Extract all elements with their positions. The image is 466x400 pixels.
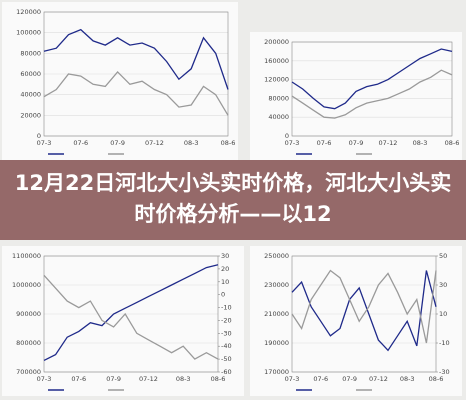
chart-panel: 700000 800000 900000 1000000 1100000 -60 -50 -4… xyxy=(2,246,244,396)
series-line xyxy=(291,69,453,119)
y-tick-label: 120000 xyxy=(264,76,289,84)
y2-tick-label: 50 xyxy=(439,252,447,260)
y-tick-label: 100000 xyxy=(16,29,41,37)
x-tick-label: 07-12 xyxy=(145,139,164,147)
y2-tick-label: 20 xyxy=(221,265,229,273)
y-tick-label: 200000 xyxy=(264,38,289,46)
x-tick-label: 07-12 xyxy=(139,375,158,383)
y2-tick-label: 10 xyxy=(221,278,229,286)
y-tick-label: 800000 xyxy=(16,339,41,347)
chart-panel: 0 20000 40000 60000 80000 100000 120000 07-3 07-… xyxy=(2,2,238,160)
y2-tick-label: -60 xyxy=(221,368,232,376)
y2-tick-label: -30 xyxy=(221,329,232,337)
y-tick-label: 0 xyxy=(285,132,289,140)
series-line xyxy=(291,48,453,110)
chart-panel: 0 40000 80000 120000 160000 200000 07-3 07-6 07-… xyxy=(250,32,462,160)
series-line xyxy=(291,270,437,352)
x-tick-label: 07-3 xyxy=(285,375,300,383)
x-tick-label: 07-9 xyxy=(342,375,357,383)
y2-tick-label: 10 xyxy=(439,310,447,318)
x-tick-label: 07-12 xyxy=(369,375,388,383)
y-tick-label: 170000 xyxy=(264,368,289,376)
y-tick-label: 700000 xyxy=(16,368,41,376)
y2-tick-label: -20 xyxy=(221,316,232,324)
y2-tick-label: -50 xyxy=(221,355,232,363)
y-tick-label: 160000 xyxy=(264,57,289,65)
y-tick-label: 80000 xyxy=(268,94,289,102)
y-tick-label: 0 xyxy=(37,132,41,140)
plot-frame xyxy=(43,255,219,373)
series-line xyxy=(43,70,229,116)
y-tick-label: 1100000 xyxy=(12,252,41,260)
y2-tick-label: 30 xyxy=(439,281,447,289)
y-tick-label: 40000 xyxy=(20,91,41,99)
y2-tick-label: -40 xyxy=(221,342,232,350)
x-tick-label: 07-9 xyxy=(110,139,125,147)
y2-tick-label: -10 xyxy=(221,304,232,312)
y-tick-label: 1000000 xyxy=(12,281,41,289)
x-tick-label: 08-6 xyxy=(221,139,236,147)
x-tick-label: 07-12 xyxy=(379,139,398,147)
y-tick-label: 120000 xyxy=(16,8,41,16)
y-tick-label: 80000 xyxy=(20,49,41,57)
y-tick-label: 900000 xyxy=(16,310,41,318)
y2-tick-label: 0 xyxy=(221,291,225,299)
x-tick-label: 07-3 xyxy=(37,375,52,383)
y-tick-label: 40000 xyxy=(268,113,289,121)
y2-tick-label: -30 xyxy=(439,368,450,376)
x-tick-label: 07-9 xyxy=(349,139,364,147)
x-tick-label: 08-6 xyxy=(211,375,226,383)
series-line xyxy=(43,28,229,90)
x-tick-label: 07-6 xyxy=(317,139,332,147)
x-tick-label: 08-3 xyxy=(176,375,191,383)
y-tick-label: 250000 xyxy=(264,252,289,260)
chart-panel: 170000 190000 210000 230000 250000 -30 -10 10 30… xyxy=(250,246,462,396)
x-tick-label: 07-9 xyxy=(106,375,121,383)
y-tick-label: 190000 xyxy=(264,339,289,347)
x-tick-label: 07-6 xyxy=(313,375,328,383)
y2-tick-label: 30 xyxy=(221,252,229,260)
x-tick-label: 08-6 xyxy=(445,139,460,147)
title: 12月22日河北大小头实时价格，河北大小头实时价格分析——以12 xyxy=(0,160,466,240)
series-line xyxy=(43,274,219,360)
y2-tick-label: -10 xyxy=(439,339,450,347)
x-tick-label: 07-3 xyxy=(37,139,52,147)
x-tick-label: 08-3 xyxy=(413,139,428,147)
x-tick-label: 08-3 xyxy=(184,139,199,147)
x-tick-label: 07-6 xyxy=(73,139,88,147)
x-tick-label: 07-3 xyxy=(285,139,300,147)
series-line xyxy=(43,264,219,361)
plot-frame xyxy=(291,41,453,137)
y-tick-label: 210000 xyxy=(264,310,289,318)
x-tick-label: 08-3 xyxy=(400,375,415,383)
y-tick-label: 230000 xyxy=(264,281,289,289)
plot-frame xyxy=(43,11,229,137)
series-line xyxy=(291,269,437,344)
x-tick-label: 08-6 xyxy=(429,375,444,383)
y-tick-label: 20000 xyxy=(20,111,41,119)
y-tick-label: 60000 xyxy=(20,70,41,78)
x-tick-label: 07-6 xyxy=(71,375,86,383)
